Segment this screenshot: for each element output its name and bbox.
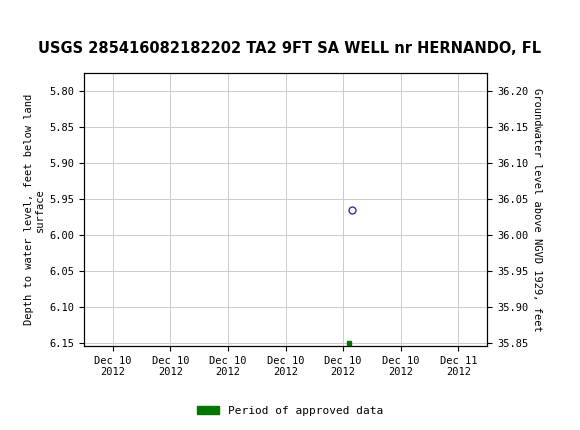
Text: USGS: USGS [26, 9, 81, 27]
Text: USGS 285416082182202 TA2 9FT SA WELL nr HERNANDO, FL: USGS 285416082182202 TA2 9FT SA WELL nr … [38, 41, 542, 56]
Y-axis label: Groundwater level above NGVD 1929, feet: Groundwater level above NGVD 1929, feet [532, 88, 542, 332]
Y-axis label: Depth to water level, feet below land
surface: Depth to water level, feet below land su… [24, 94, 45, 325]
Legend: Period of approved data: Period of approved data [193, 401, 387, 420]
Text: ≈: ≈ [2, 6, 23, 30]
